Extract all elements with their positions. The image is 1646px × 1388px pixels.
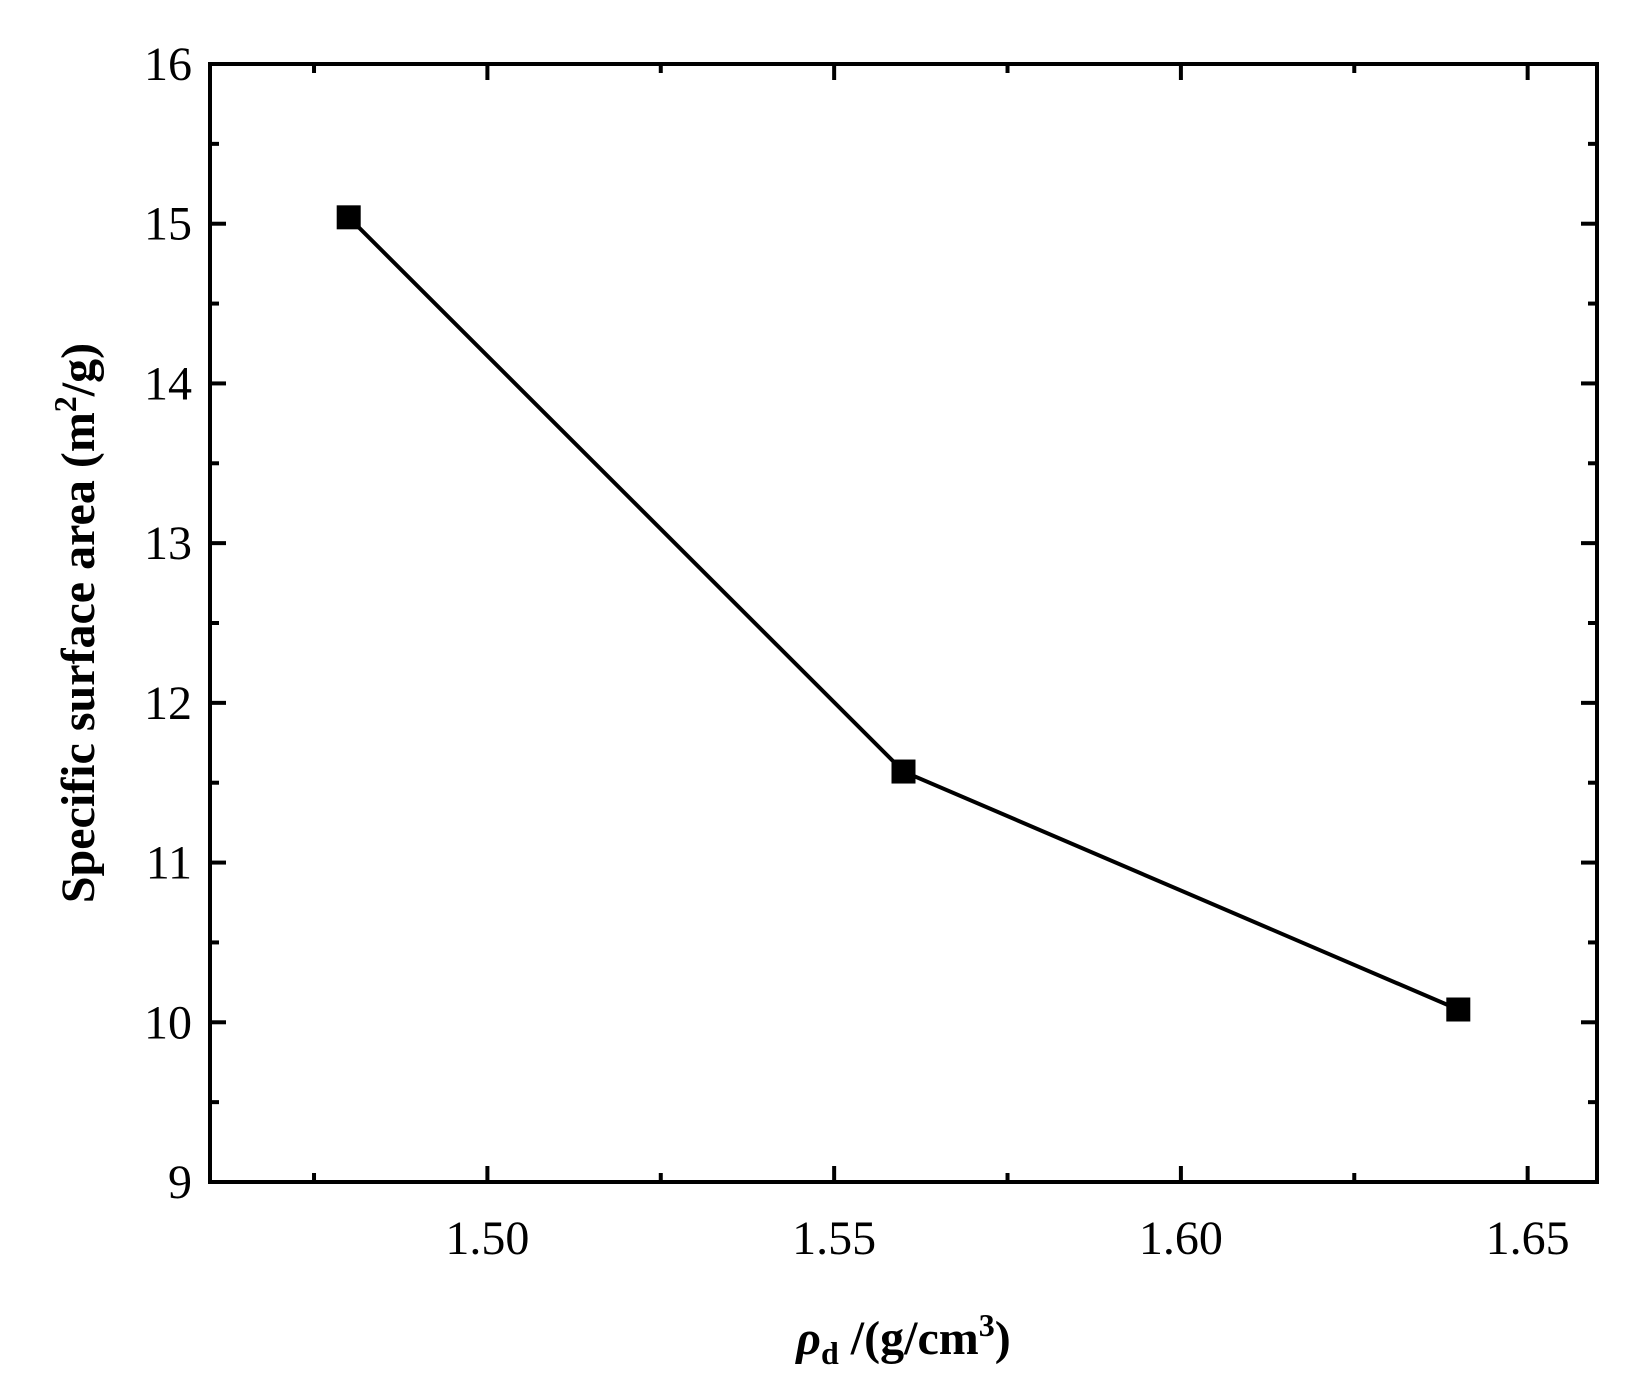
x-tick-label: 1.65 [1486, 1212, 1570, 1265]
y-tick-label: 14 [144, 357, 192, 410]
data-point-marker [891, 759, 916, 784]
y-tick-label: 12 [144, 677, 192, 730]
y-tick-labels: 9 10 11 12 13 14 15 16 [144, 38, 192, 1209]
y-tick-label: 16 [144, 38, 192, 91]
plot-frame [208, 62, 1599, 1184]
y-axis-title-superscript: 2 [47, 396, 83, 412]
series-layer [336, 205, 1471, 1022]
x-axis-title-superscript: 3 [979, 1307, 995, 1343]
x-axis-title-symbol: ρ [794, 1312, 821, 1365]
y-axis-title-text: Specific surface area (m [52, 412, 105, 903]
y-axis-title-suffix: /g) [52, 343, 105, 397]
x-axis-title: ρd /(g/cm3) [794, 1307, 1010, 1371]
data-point-marker [336, 205, 361, 230]
y-tick-label: 13 [144, 517, 192, 570]
series-line [347, 215, 1460, 1012]
y-axis-title: Specific surface area (m2/g) [47, 343, 105, 903]
y-tick-label: 11 [146, 837, 192, 890]
major-ticks [210, 62, 1597, 1184]
x-tick-labels: 1.50 1.55 1.60 1.65 [445, 1212, 1569, 1265]
x-axis-title-unit-prefix: /(g/cm [839, 1312, 979, 1365]
x-axis-title-subscript: d [821, 1335, 839, 1371]
y-tick-label: 15 [144, 198, 192, 251]
y-tick-label: 9 [168, 1156, 192, 1209]
x-tick-label: 1.55 [792, 1212, 876, 1265]
x-axis-title-unit-suffix: ) [995, 1312, 1011, 1365]
minor-ticks [210, 64, 1597, 1182]
x-tick-label: 1.60 [1139, 1212, 1223, 1265]
x-tick-label: 1.50 [445, 1212, 529, 1265]
y-tick-label: 10 [144, 996, 192, 1049]
data-point-marker [1446, 997, 1471, 1022]
